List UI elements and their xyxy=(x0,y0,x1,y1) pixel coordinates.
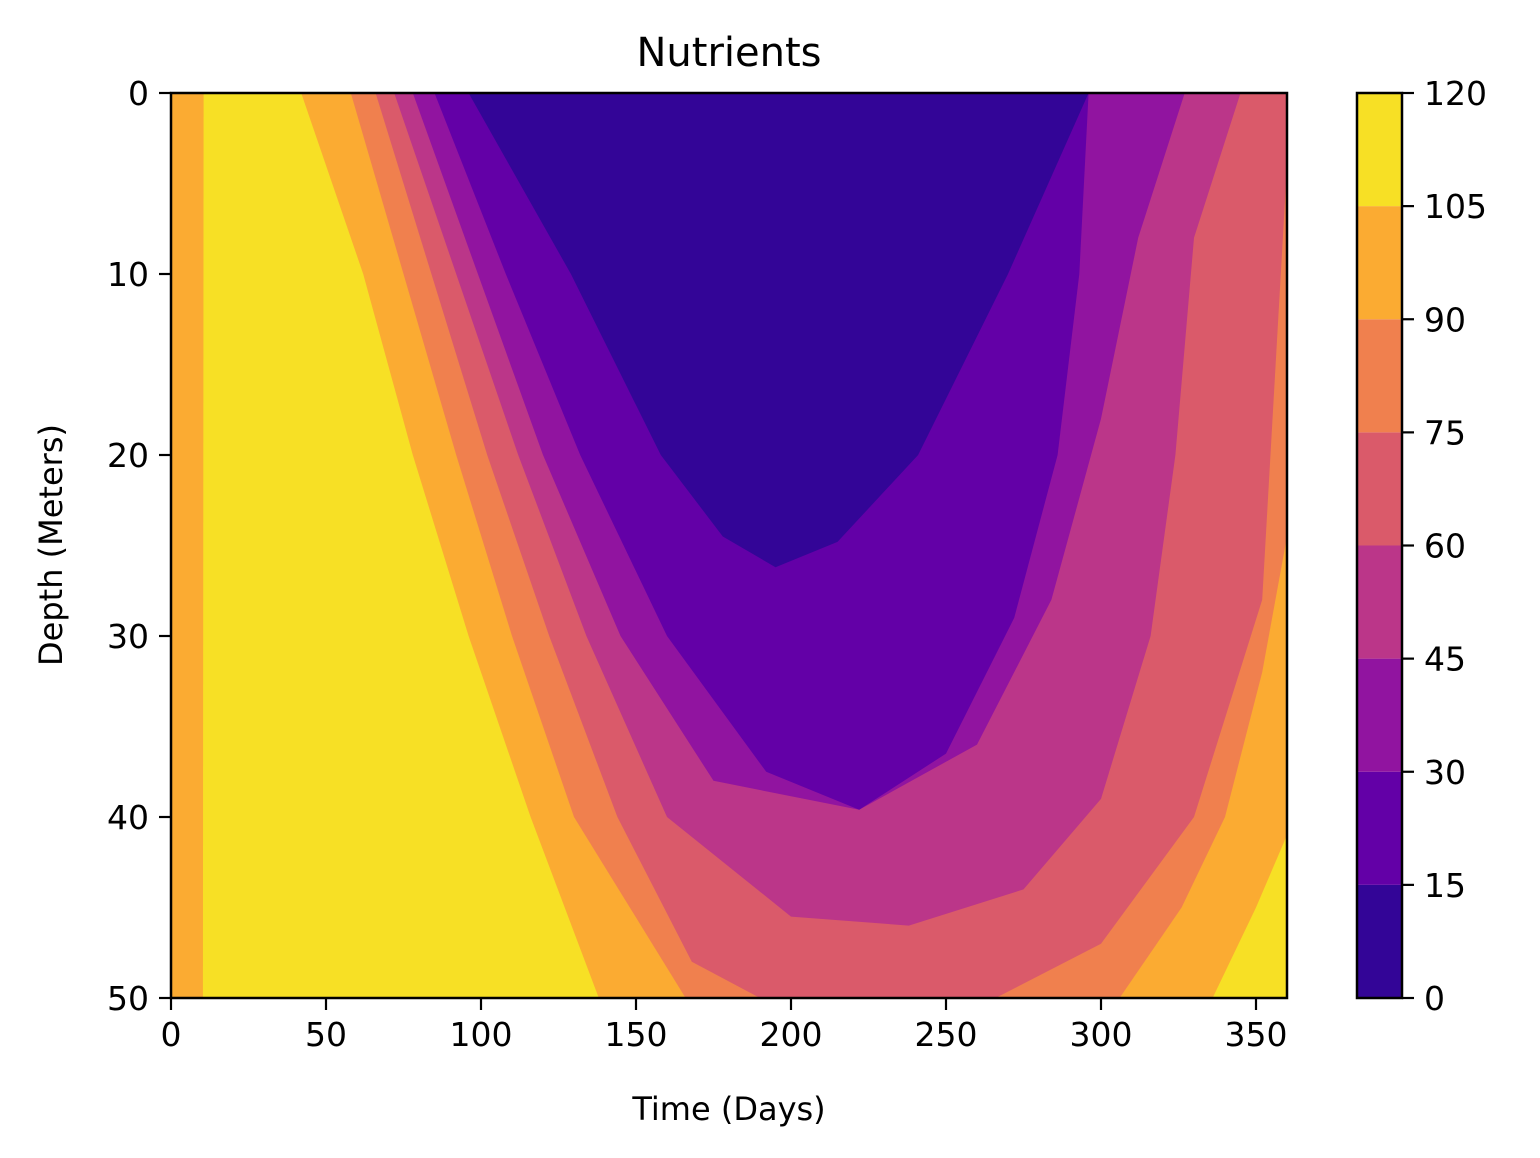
colorbar-band xyxy=(1357,319,1402,433)
y-tick-label: 50 xyxy=(107,979,149,1018)
y-tick-label: 10 xyxy=(107,255,149,294)
colorbar-tick-label: 30 xyxy=(1424,753,1466,792)
x-tick-label: 150 xyxy=(605,1015,668,1054)
region-0-15 xyxy=(468,93,1089,568)
colorbar-tick-label: 90 xyxy=(1424,300,1466,339)
colorbar-band xyxy=(1357,93,1402,207)
colorbar-band xyxy=(1357,771,1402,885)
colorbar-band xyxy=(1357,545,1402,659)
y-tick-label: 40 xyxy=(107,798,149,837)
chart-title: Nutrients xyxy=(637,30,822,76)
y-axis-label: Depth (Meters) xyxy=(32,424,70,666)
region-strip-90-105 xyxy=(171,93,204,998)
colorbar-tick-label: 75 xyxy=(1424,413,1466,452)
x-tick-label: 300 xyxy=(1070,1015,1133,1054)
colorbar-tick-label: 15 xyxy=(1424,866,1466,905)
plot-frame xyxy=(169,91,1289,1000)
colorbar-band xyxy=(1357,206,1402,320)
y-tick-label: 0 xyxy=(128,74,149,113)
x-tick-label: 200 xyxy=(760,1015,823,1054)
x-tick-label: 100 xyxy=(450,1015,513,1054)
colorbar-band xyxy=(1357,432,1402,546)
colorbar-tick-label: 45 xyxy=(1424,640,1466,679)
y-tick-label: 30 xyxy=(107,617,149,656)
x-axis-ticks: 0 50 100 150 200 250 300 350 xyxy=(161,998,1288,1054)
colorbar-tick-label: 60 xyxy=(1424,527,1466,566)
colorbar-tick-label: 0 xyxy=(1424,979,1445,1018)
contour-fill-regions xyxy=(171,93,1287,998)
x-tick-label: 250 xyxy=(915,1015,978,1054)
x-axis-label: Time (Days) xyxy=(631,1090,825,1128)
x-tick-label: 350 xyxy=(1225,1015,1288,1054)
y-tick-label: 20 xyxy=(107,436,149,475)
colorbar-tick-label: 105 xyxy=(1424,187,1487,226)
colorbar: 0 15 30 45 60 75 90 105 120 xyxy=(1355,74,1487,1018)
colorbar-band xyxy=(1357,658,1402,772)
x-tick-label: 0 xyxy=(161,1015,182,1054)
y-axis-ticks: 0 10 20 30 40 50 xyxy=(107,74,171,1018)
colorbar-tick-label: 120 xyxy=(1424,74,1487,113)
x-tick-label: 50 xyxy=(305,1015,347,1054)
colorbar-band xyxy=(1357,884,1402,998)
